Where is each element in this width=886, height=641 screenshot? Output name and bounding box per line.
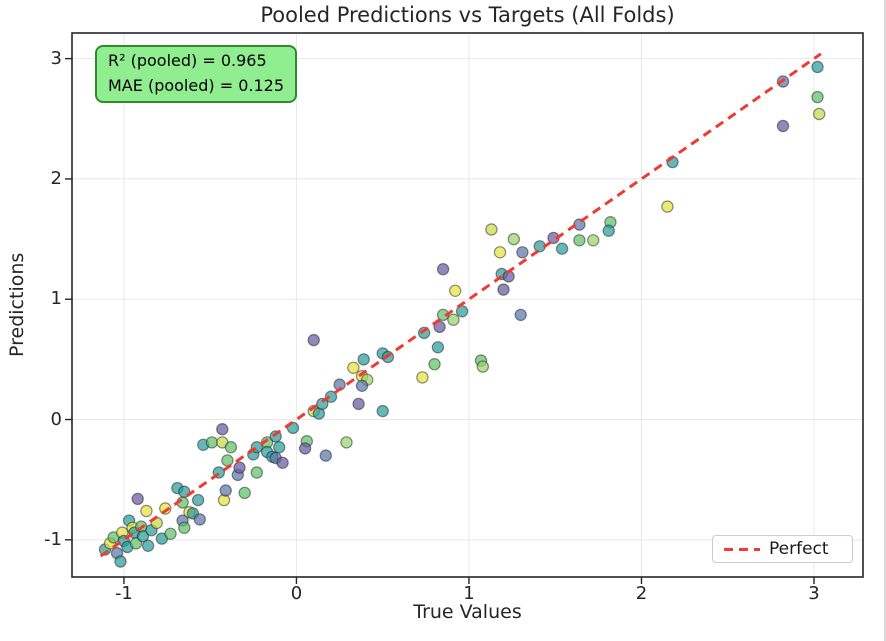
y-tick-label: 1	[50, 288, 62, 310]
scatter-point	[178, 521, 191, 535]
scatter-point	[514, 308, 527, 322]
scatter-point	[811, 90, 824, 104]
scatter-point	[352, 397, 365, 411]
scatter-point	[587, 234, 600, 247]
scatter-point	[416, 371, 429, 384]
scatter-point	[193, 513, 206, 526]
scatter-point	[573, 234, 586, 247]
scatter-point	[298, 442, 312, 455]
scatter-point	[233, 461, 246, 474]
scatter-point	[813, 107, 826, 121]
scatter-point	[221, 454, 234, 467]
scatter-point	[355, 379, 369, 392]
x-tick-label: -1	[114, 583, 133, 604]
scatter-point	[485, 223, 498, 236]
scatter-point	[661, 200, 674, 213]
y-tick-label: 3	[50, 47, 62, 69]
dashed-line-icon	[724, 547, 760, 551]
chart-title: Pooled Predictions vs Targets (All Folds…	[260, 3, 675, 27]
scatter-point	[476, 360, 489, 373]
x-axis-label: True Values	[413, 601, 522, 623]
scatter-point	[497, 283, 510, 296]
scatter-point	[776, 119, 790, 133]
scatter-point	[447, 313, 460, 326]
scatter-point	[347, 361, 360, 374]
scatter-point	[273, 441, 286, 454]
scatter-point	[431, 341, 445, 354]
scatter-point	[140, 504, 153, 518]
scatter-point	[224, 441, 238, 454]
scatter-point	[340, 436, 353, 449]
legend-label: Perfect	[769, 539, 829, 559]
x-tick-label: 3	[808, 583, 820, 604]
scatter-point	[136, 530, 150, 543]
y-tick-label: 2	[50, 167, 62, 189]
scatter-point	[141, 539, 155, 553]
scatter-point	[205, 436, 219, 449]
mae-pooled-text: MAE (pooled) = 0.125	[108, 75, 284, 95]
x-tick-label: 2	[635, 583, 648, 604]
x-tick-label: 0	[290, 583, 303, 604]
scatter-point	[811, 60, 824, 74]
scatter-point	[216, 423, 229, 436]
x-tick-label: 1	[463, 583, 475, 604]
stats-annotation-box: R² (pooled) = 0.965 MAE (pooled) = 0.125	[95, 45, 297, 103]
scatter-point	[319, 449, 332, 462]
r2-pooled-text: R² (pooled) = 0.965	[108, 51, 267, 70]
y-tick-label: 0	[50, 408, 62, 430]
scatter-point	[555, 242, 569, 255]
y-tick-label: -1	[44, 528, 62, 550]
scatter-point	[191, 493, 205, 507]
legend: Perfect	[712, 535, 853, 563]
scatter-point	[219, 484, 232, 497]
scatter-point	[376, 404, 389, 418]
scatter-point	[507, 232, 520, 246]
scatter-point	[250, 466, 263, 479]
scatter-point	[131, 492, 144, 506]
scatter-point	[357, 353, 370, 366]
scatter-point	[602, 224, 615, 237]
scatter-point	[114, 555, 127, 568]
scatter-point	[238, 486, 251, 500]
perfect-reference-line	[99, 52, 822, 558]
scatter-point	[436, 263, 450, 276]
scatter-point	[307, 333, 320, 347]
scatter-point	[276, 456, 289, 469]
scatter-point	[324, 390, 338, 403]
scatter-point	[449, 284, 462, 297]
scatter-point	[493, 246, 507, 259]
scatter-point	[428, 358, 441, 371]
scatter-point	[164, 527, 177, 541]
scatter-point	[516, 246, 529, 259]
